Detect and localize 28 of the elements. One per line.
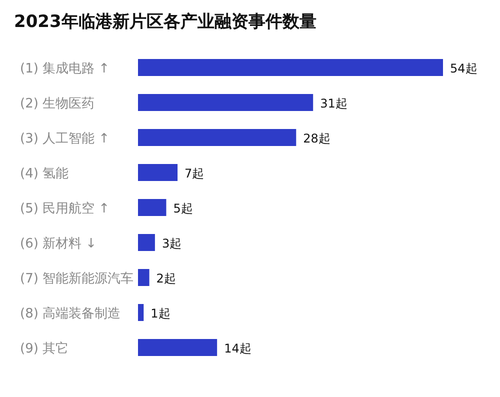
bar <box>138 234 155 251</box>
data-label: 2起 <box>156 272 176 286</box>
bar <box>138 94 314 111</box>
y-tick-label: (2) 生物医药 <box>20 96 95 112</box>
y-tick-label: (6) 新材料 ↓ <box>20 236 97 252</box>
bar <box>138 304 144 321</box>
data-label: 5起 <box>173 202 193 216</box>
data-label: 28起 <box>303 132 330 146</box>
bar <box>138 199 166 216</box>
y-tick-label: (8) 高端装备制造 <box>20 306 121 322</box>
data-label: 3起 <box>162 236 182 250</box>
y-tick-label: (3) 人工智能 ↑ <box>20 132 110 146</box>
bar <box>138 269 150 286</box>
bar <box>138 129 296 146</box>
y-tick-label: (9) 其它 <box>20 340 69 356</box>
bar <box>138 339 218 356</box>
y-tick-label: (4) 氢能 <box>20 166 69 182</box>
y-tick-label: (5) 民用航空 ↑ <box>20 202 110 216</box>
data-label: 31起 <box>320 96 348 110</box>
data-label: 14起 <box>224 342 252 356</box>
bar <box>138 164 178 181</box>
data-label: 54起 <box>450 62 478 76</box>
chart-title: 2023年临港新片区各产业融资事件数量 <box>14 12 316 32</box>
data-label: 1起 <box>150 306 170 320</box>
y-tick-label: (7) 智能新能源汽车 <box>20 272 134 286</box>
data-label: 7起 <box>184 166 204 180</box>
bar <box>138 59 443 76</box>
y-tick-label: (1) 集成电路 ↑ <box>20 62 110 76</box>
